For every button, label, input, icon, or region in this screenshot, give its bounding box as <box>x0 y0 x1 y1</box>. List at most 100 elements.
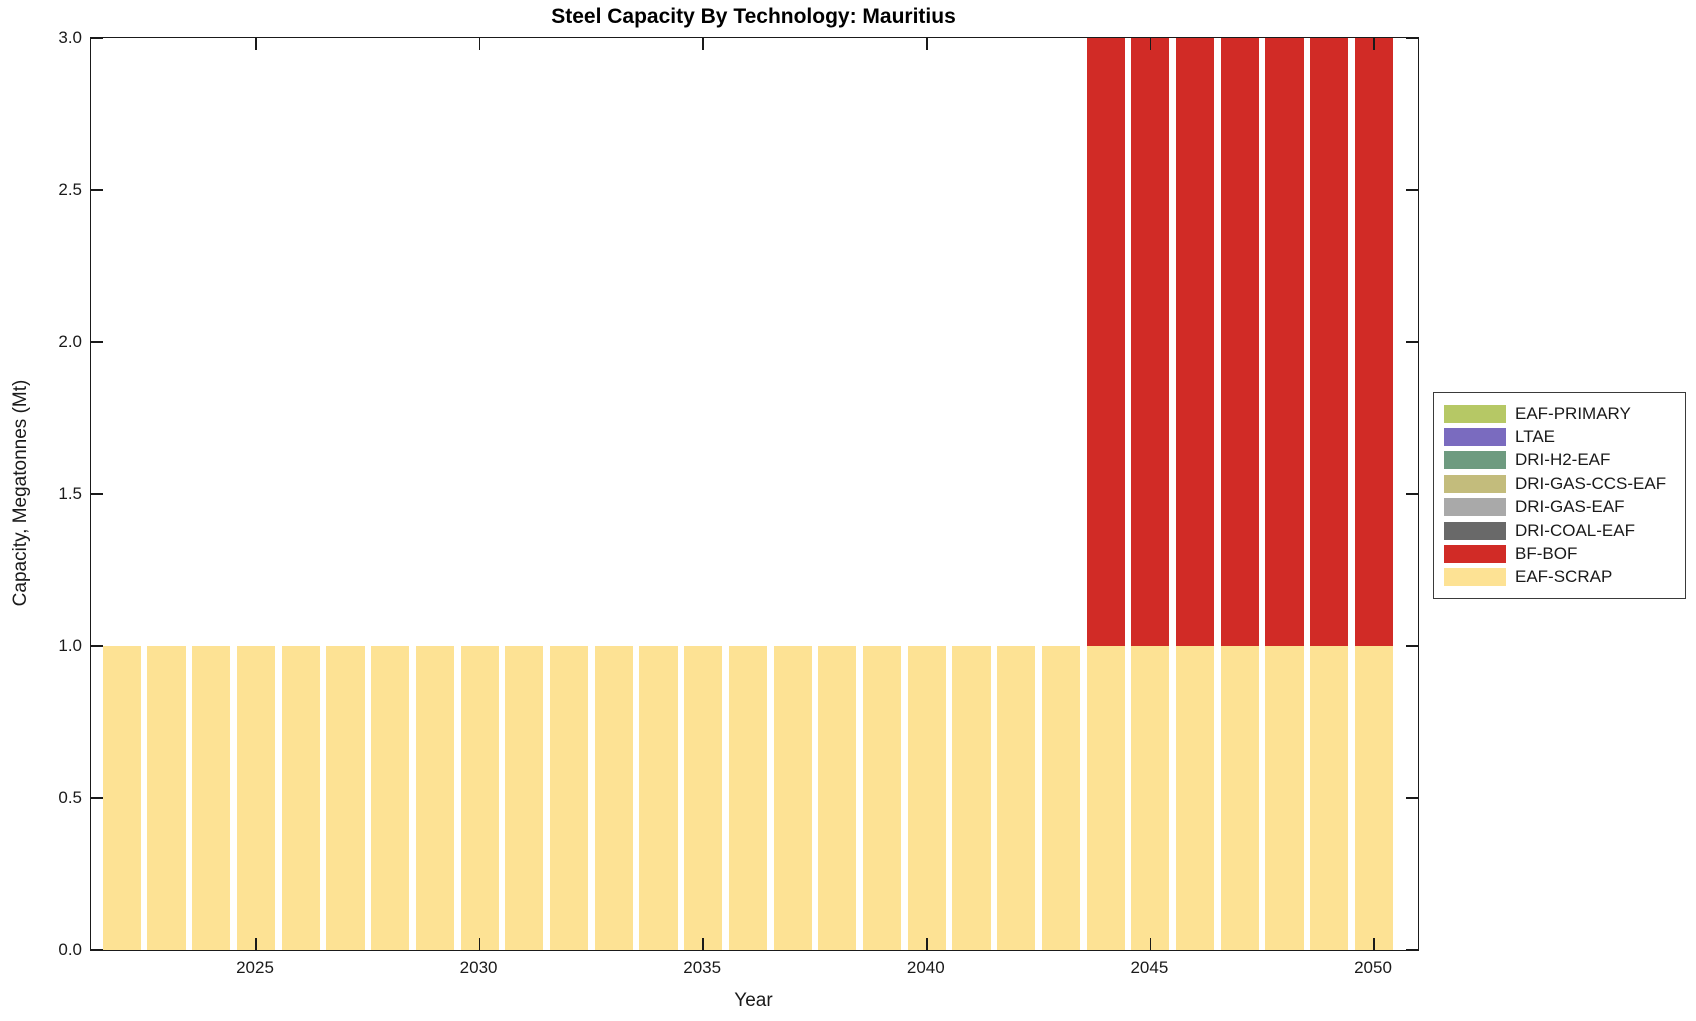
y-tick <box>91 949 103 951</box>
legend-row: EAF-SCRAP <box>1434 566 1685 589</box>
legend-row: DRI-GAS-CCS-EAF <box>1434 472 1685 495</box>
bar-segment-bf-bof-2049 <box>1310 38 1349 646</box>
legend-swatch-dri-gas-ccs-eaf <box>1444 474 1506 493</box>
x-tick <box>1149 938 1152 950</box>
y-axis-label: Capacity, Megatonnes (Mt) <box>10 379 31 607</box>
legend-label: LTAE <box>1515 427 1555 447</box>
x-tick <box>255 938 257 950</box>
bar-segment-eaf-scrap-2034 <box>639 646 678 950</box>
x-tick <box>926 938 928 950</box>
bar-segment-eaf-scrap-2036 <box>728 646 767 950</box>
bar-segment-eaf-scrap-2030 <box>460 646 499 950</box>
legend-label: DRI-H2-EAF <box>1515 450 1611 470</box>
x-tick-top <box>702 38 704 50</box>
bar-segment-eaf-scrap-2031 <box>505 646 544 950</box>
bar-segment-bf-bof-2050 <box>1354 38 1394 646</box>
y-tick-label: 2.0 <box>58 332 82 351</box>
legend-swatch-eaf-scrap <box>1444 568 1506 587</box>
legend-swatch-dri-h2-eaf <box>1444 451 1506 470</box>
bar-segment-eaf-scrap-2045 <box>1131 646 1170 950</box>
legend-swatch-dri-coal-eaf <box>1444 521 1506 540</box>
bar-segment-eaf-scrap-2033 <box>594 646 633 950</box>
bar-segment-eaf-scrap-2048 <box>1265 646 1304 950</box>
y-tick-label: 1.5 <box>58 484 82 503</box>
x-tick-top <box>1149 38 1152 50</box>
x-tick-label: 2035 <box>683 958 722 977</box>
y-tick-right <box>1406 37 1418 39</box>
bar-segment-eaf-scrap-2037 <box>773 646 812 950</box>
bar-segment-eaf-scrap-2049 <box>1310 646 1349 950</box>
y-tick-label: 0.0 <box>58 940 82 959</box>
y-tick-right <box>1406 341 1418 343</box>
x-tick-top <box>478 38 481 50</box>
bar-segment-eaf-scrap-2028 <box>371 646 410 950</box>
x-tick-top <box>255 38 257 50</box>
legend-swatch-ltae <box>1444 428 1506 447</box>
x-axis-label: Year <box>734 990 773 1011</box>
bar-segment-eaf-scrap-2043 <box>1041 646 1081 950</box>
bar-segment-eaf-scrap-2050 <box>1354 646 1394 950</box>
bar-segment-eaf-scrap-2046 <box>1176 646 1215 950</box>
bar-segment-bf-bof-2044 <box>1086 38 1125 646</box>
legend-label: DRI-GAS-CCS-EAF <box>1515 473 1667 493</box>
x-tick <box>1373 938 1375 950</box>
y-tick-label: 1.0 <box>58 636 82 655</box>
x-tick <box>702 938 704 950</box>
bar-segment-eaf-scrap-2027 <box>326 646 365 950</box>
legend-label: BF-BOF <box>1515 544 1578 564</box>
bar-segment-eaf-scrap-2032 <box>549 646 589 950</box>
chart-title: Steel Capacity By Technology: Mauritius <box>551 5 956 28</box>
legend-swatch-eaf-primary <box>1444 404 1506 423</box>
y-tick <box>91 189 103 191</box>
bar-segment-eaf-scrap-2022 <box>102 646 141 950</box>
y-tick <box>91 645 103 647</box>
bar-segment-eaf-scrap-2044 <box>1086 646 1125 950</box>
x-tick <box>478 938 481 950</box>
legend-label: EAF-SCRAP <box>1515 567 1613 587</box>
legend-row: EAF-PRIMARY <box>1434 402 1685 425</box>
y-tick-right <box>1406 189 1418 191</box>
y-tick <box>91 797 103 799</box>
y-tick-right <box>1406 797 1418 799</box>
x-tick-label: 2050 <box>1354 958 1392 977</box>
bar-segment-eaf-scrap-2026 <box>281 646 320 950</box>
legend-row: DRI-GAS-EAF <box>1434 496 1685 519</box>
y-tick-label: 3.0 <box>58 28 82 47</box>
bar-segment-eaf-scrap-2023 <box>147 646 186 950</box>
bar-segment-eaf-scrap-2024 <box>192 646 231 950</box>
x-tick-label: 2040 <box>906 958 945 977</box>
bar-segment-eaf-scrap-2025 <box>236 646 276 950</box>
plot-area <box>90 37 1419 951</box>
legend-swatch-dri-gas-eaf <box>1444 498 1506 517</box>
x-tick-label: 2045 <box>1130 958 1169 977</box>
legend-row: LTAE <box>1434 425 1685 448</box>
legend: EAF-PRIMARY LTAE DRI-H2-EAF DRI-GAS-CCS-EAF… <box>1433 392 1686 600</box>
legend-swatch-bf-bof <box>1444 545 1506 564</box>
y-tick-right <box>1406 645 1418 647</box>
x-tick-label: 2025 <box>236 958 274 977</box>
bar-segment-eaf-scrap-2041 <box>952 646 991 950</box>
bar-segment-eaf-scrap-2040 <box>907 646 946 950</box>
legend-label: DRI-COAL-EAF <box>1515 520 1635 540</box>
bar-segment-eaf-scrap-2038 <box>818 646 857 950</box>
legend-label: EAF-PRIMARY <box>1515 403 1631 423</box>
bar-segment-bf-bof-2047 <box>1220 38 1259 646</box>
x-tick-top <box>926 38 928 50</box>
bar-segment-bf-bof-2046 <box>1176 38 1215 646</box>
bar-segment-eaf-scrap-2039 <box>862 646 902 950</box>
bar-segment-bf-bof-2048 <box>1265 38 1304 646</box>
y-tick <box>91 493 103 495</box>
y-tick <box>91 341 103 343</box>
x-tick-top <box>1373 38 1375 50</box>
legend-row: BF-BOF <box>1434 542 1685 565</box>
x-tick-label: 2030 <box>459 958 498 977</box>
y-tick <box>91 37 103 39</box>
legend-row: DRI-COAL-EAF <box>1434 519 1685 542</box>
y-tick-label: 2.5 <box>58 180 82 199</box>
bar-segment-eaf-scrap-2035 <box>684 646 723 950</box>
bar-segment-bf-bof-2045 <box>1131 38 1170 646</box>
y-tick-right <box>1406 493 1418 495</box>
bar-segment-eaf-scrap-2029 <box>415 646 454 950</box>
legend-label: DRI-GAS-EAF <box>1515 497 1625 517</box>
